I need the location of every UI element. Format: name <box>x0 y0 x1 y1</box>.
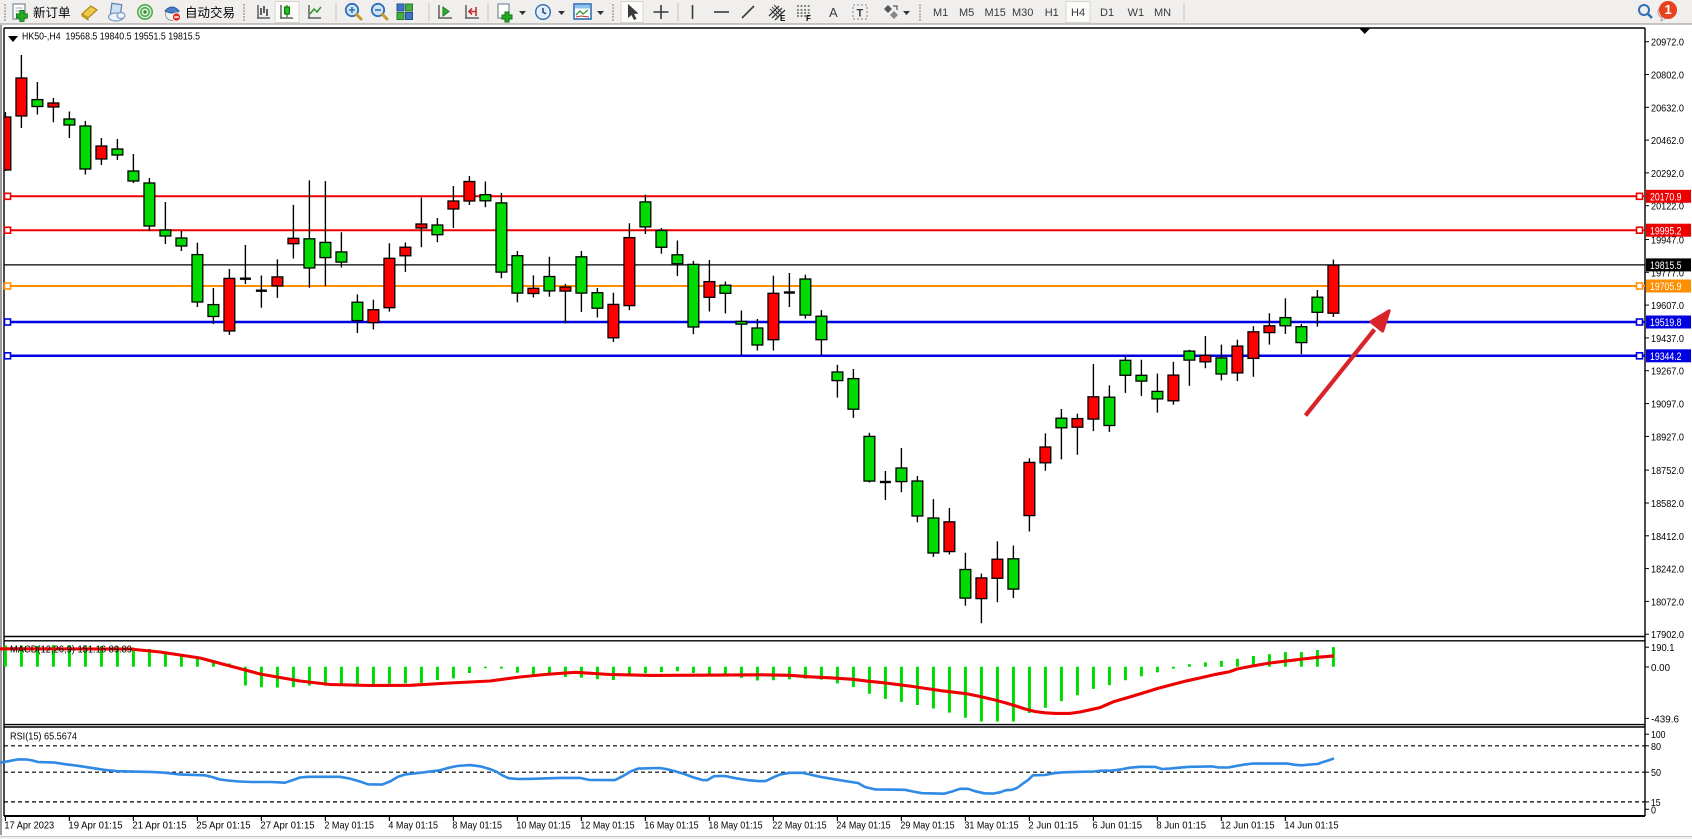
svg-text:20462.0: 20462.0 <box>1651 135 1684 147</box>
svg-text:190.1: 190.1 <box>1651 642 1675 654</box>
svg-text:80: 80 <box>1651 741 1661 753</box>
svg-text:50: 50 <box>1651 767 1661 779</box>
svg-text:18412.0: 18412.0 <box>1651 531 1684 543</box>
svg-text:M1: M1 <box>933 7 948 19</box>
svg-text:2 Jun 01:15: 2 Jun 01:15 <box>1028 820 1078 832</box>
svg-text:20122.0: 20122.0 <box>1651 201 1684 213</box>
svg-text:M5: M5 <box>959 7 974 19</box>
svg-text:4 May 01:15: 4 May 01:15 <box>388 820 438 832</box>
svg-text:HK50-,H4 19568.5 19840.5 1955: HK50-,H4 19568.5 19840.5 19551.5 19815.5 <box>22 31 200 43</box>
svg-text:D1: D1 <box>1100 7 1114 19</box>
svg-text:14 Jun 01:15: 14 Jun 01:15 <box>1284 820 1338 832</box>
svg-text:MN: MN <box>1154 7 1171 19</box>
svg-text:F: F <box>806 14 811 23</box>
svg-text:自动交易: 自动交易 <box>185 5 235 20</box>
svg-text:18072.0: 18072.0 <box>1651 596 1684 608</box>
svg-text:18582.0: 18582.0 <box>1651 498 1684 510</box>
svg-text:18242.0: 18242.0 <box>1651 564 1684 576</box>
svg-text:T: T <box>857 8 864 20</box>
svg-text:1: 1 <box>1665 2 1672 17</box>
svg-text:19437.0: 19437.0 <box>1651 333 1684 345</box>
svg-text:19815.5: 19815.5 <box>1650 260 1682 272</box>
svg-text:12 May 01:15: 12 May 01:15 <box>580 820 634 832</box>
svg-text:12 Jun 01:15: 12 Jun 01:15 <box>1220 820 1274 832</box>
svg-text:2 May 01:15: 2 May 01:15 <box>324 820 374 832</box>
svg-text:19995.2: 19995.2 <box>1650 225 1682 237</box>
svg-text:8 May 01:15: 8 May 01:15 <box>452 820 502 832</box>
svg-text:20292.0: 20292.0 <box>1651 168 1684 180</box>
svg-text:20632.0: 20632.0 <box>1651 102 1684 114</box>
svg-text:19344.2: 19344.2 <box>1650 351 1682 363</box>
svg-text:E: E <box>780 14 786 23</box>
svg-text:21 Apr 01:15: 21 Apr 01:15 <box>132 820 186 832</box>
svg-text:M30: M30 <box>1012 7 1033 19</box>
svg-text:-439.6: -439.6 <box>1651 713 1679 725</box>
svg-text:H4: H4 <box>1071 7 1085 19</box>
svg-text:M15: M15 <box>985 7 1006 19</box>
svg-text:10 May 01:15: 10 May 01:15 <box>516 820 570 832</box>
svg-text:22 May 01:15: 22 May 01:15 <box>772 820 826 832</box>
svg-text:H1: H1 <box>1045 7 1059 19</box>
svg-text:19267.0: 19267.0 <box>1651 366 1684 378</box>
svg-text:20802.0: 20802.0 <box>1651 70 1684 82</box>
svg-text:18927.0: 18927.0 <box>1651 431 1684 443</box>
svg-text:19607.0: 19607.0 <box>1651 300 1684 312</box>
svg-text:18752.0: 18752.0 <box>1651 465 1684 477</box>
svg-text:6 Jun 01:15: 6 Jun 01:15 <box>1092 820 1142 832</box>
svg-text:19519.8: 19519.8 <box>1650 317 1682 329</box>
svg-text:17 Apr 2023: 17 Apr 2023 <box>4 820 54 832</box>
svg-text:29 May 01:15: 29 May 01:15 <box>900 820 954 832</box>
svg-text:MACD(12,26,9) 151.16 89.89: MACD(12,26,9) 151.16 89.89 <box>10 644 132 656</box>
svg-text:19947.0: 19947.0 <box>1651 235 1684 247</box>
svg-text:8 Jun 01:15: 8 Jun 01:15 <box>1156 820 1206 832</box>
svg-text:31 May 01:15: 31 May 01:15 <box>964 820 1018 832</box>
svg-text:RSI(15) 65.5674: RSI(15) 65.5674 <box>10 731 77 743</box>
svg-text:15: 15 <box>1651 797 1661 809</box>
svg-text:25 Apr 01:15: 25 Apr 01:15 <box>196 820 250 832</box>
svg-text:20972.0: 20972.0 <box>1651 37 1684 49</box>
svg-text:19705.9: 19705.9 <box>1650 281 1682 293</box>
svg-text:100: 100 <box>1651 729 1666 741</box>
svg-text:19097.0: 19097.0 <box>1651 399 1684 411</box>
svg-text:W1: W1 <box>1128 7 1145 19</box>
svg-text:新订单: 新订单 <box>33 5 71 20</box>
svg-text:19 Apr 01:15: 19 Apr 01:15 <box>68 820 122 832</box>
svg-text:27 Apr 01:15: 27 Apr 01:15 <box>260 820 314 832</box>
svg-text:17902.0: 17902.0 <box>1651 629 1684 641</box>
svg-text:A: A <box>829 5 838 20</box>
svg-text:16 May 01:15: 16 May 01:15 <box>644 820 698 832</box>
svg-text:24 May 01:15: 24 May 01:15 <box>836 820 890 832</box>
svg-text:18 May 01:15: 18 May 01:15 <box>708 820 762 832</box>
svg-text:0: 0 <box>1651 804 1656 816</box>
svg-text:20170.9: 20170.9 <box>1650 192 1682 204</box>
svg-text:0.00: 0.00 <box>1651 662 1670 674</box>
